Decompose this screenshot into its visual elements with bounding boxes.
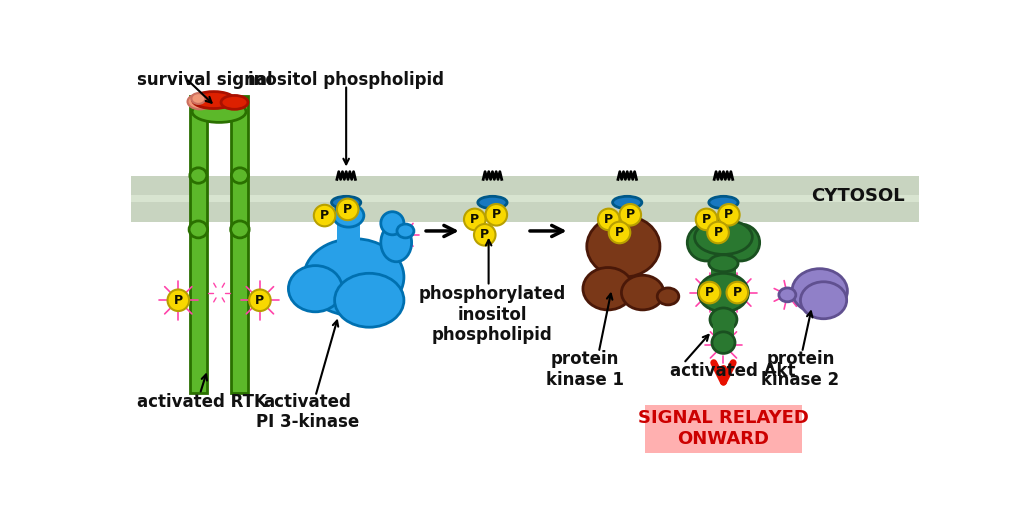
Ellipse shape	[230, 221, 249, 238]
Ellipse shape	[381, 223, 412, 262]
Bar	[189, 96, 207, 392]
Circle shape	[598, 209, 620, 230]
Bar	[131, 195, 920, 203]
Circle shape	[698, 282, 720, 303]
Circle shape	[727, 282, 749, 303]
Ellipse shape	[587, 215, 659, 277]
Ellipse shape	[612, 196, 642, 209]
Text: P: P	[733, 286, 741, 299]
FancyBboxPatch shape	[645, 405, 802, 452]
Circle shape	[249, 289, 270, 311]
Ellipse shape	[779, 288, 796, 302]
Text: P: P	[255, 294, 264, 307]
Circle shape	[464, 209, 485, 230]
Ellipse shape	[231, 168, 249, 183]
Circle shape	[474, 224, 496, 246]
Ellipse shape	[622, 275, 664, 310]
Text: P: P	[615, 226, 624, 239]
Circle shape	[718, 204, 739, 226]
Ellipse shape	[189, 221, 208, 238]
Bar	[713, 320, 734, 343]
Ellipse shape	[397, 224, 414, 238]
Ellipse shape	[583, 268, 633, 310]
Ellipse shape	[687, 224, 726, 261]
Text: P: P	[321, 209, 329, 222]
Ellipse shape	[335, 273, 403, 327]
Ellipse shape	[478, 196, 507, 209]
Text: CYTOSOL: CYTOSOL	[811, 187, 904, 205]
Text: activated
PI 3-kinase: activated PI 3-kinase	[256, 392, 359, 431]
Circle shape	[708, 222, 729, 243]
Ellipse shape	[698, 273, 749, 312]
Text: P: P	[702, 213, 711, 226]
Text: P: P	[480, 228, 489, 241]
Text: P: P	[343, 203, 352, 216]
Text: P: P	[706, 286, 714, 299]
Ellipse shape	[289, 266, 342, 312]
Circle shape	[608, 222, 631, 243]
Bar	[131, 203, 920, 222]
Ellipse shape	[710, 308, 737, 331]
Ellipse shape	[657, 288, 679, 305]
Bar	[337, 203, 360, 249]
Text: phosphorylated
inositol
phospholipid: phosphorylated inositol phospholipid	[419, 285, 566, 344]
Text: P: P	[470, 213, 479, 226]
Text: SIGNAL RELAYED
ONWARD: SIGNAL RELAYED ONWARD	[638, 409, 809, 448]
Text: protein
kinase 2: protein kinase 2	[762, 350, 840, 389]
Text: activated Akt: activated Akt	[670, 362, 795, 380]
Ellipse shape	[332, 196, 360, 209]
Bar	[231, 96, 249, 392]
Circle shape	[620, 204, 641, 226]
Ellipse shape	[333, 204, 364, 227]
Ellipse shape	[709, 255, 738, 272]
Circle shape	[313, 205, 336, 226]
Text: P: P	[724, 208, 733, 221]
Text: P: P	[604, 213, 613, 226]
Text: survival signal: survival signal	[137, 71, 272, 89]
Circle shape	[168, 289, 189, 311]
Text: P: P	[626, 208, 635, 221]
Bar	[199, 96, 240, 120]
Ellipse shape	[709, 196, 738, 209]
Ellipse shape	[193, 101, 246, 123]
Ellipse shape	[189, 168, 207, 183]
Ellipse shape	[304, 239, 403, 315]
Circle shape	[485, 204, 507, 226]
Text: P: P	[714, 226, 723, 239]
Text: inositol phospholipid: inositol phospholipid	[248, 71, 444, 89]
Ellipse shape	[721, 224, 760, 261]
Text: P: P	[174, 294, 183, 307]
Bar	[131, 175, 920, 195]
Ellipse shape	[801, 282, 847, 319]
Text: P: P	[492, 208, 501, 221]
Ellipse shape	[381, 212, 403, 235]
Ellipse shape	[191, 93, 205, 104]
Text: activated RTK: activated RTK	[137, 392, 266, 411]
Ellipse shape	[712, 332, 735, 353]
Ellipse shape	[187, 94, 212, 109]
Ellipse shape	[193, 92, 234, 109]
Ellipse shape	[694, 220, 753, 254]
Circle shape	[337, 199, 358, 220]
Ellipse shape	[221, 95, 248, 109]
Circle shape	[695, 209, 717, 230]
Bar	[711, 263, 736, 294]
Ellipse shape	[792, 269, 848, 313]
Text: protein
kinase 1: protein kinase 1	[546, 350, 624, 389]
